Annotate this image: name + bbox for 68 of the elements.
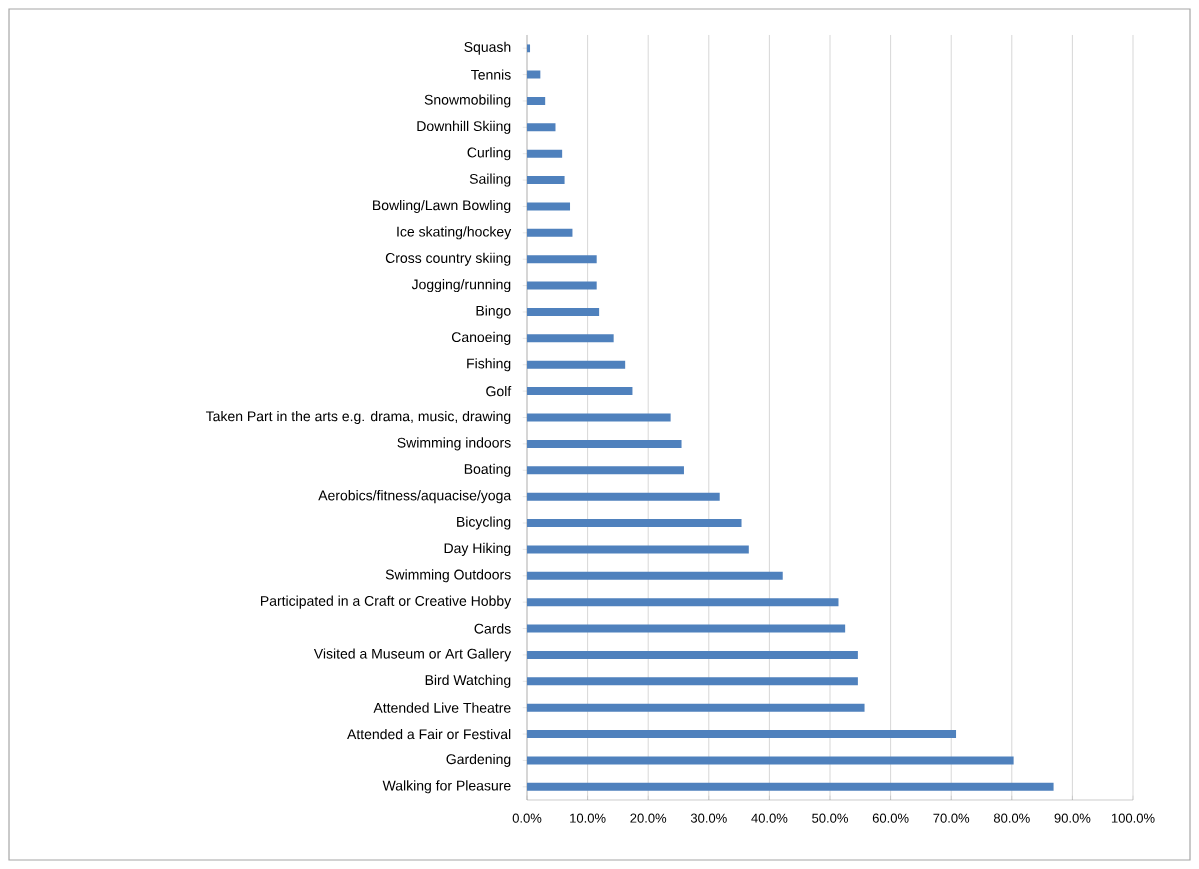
bar [527,782,1054,791]
x-tick-label: 30.0% [690,813,727,823]
bar [527,334,614,343]
y-tick-label: Canoeing [451,331,511,345]
bar [527,149,563,158]
y-tick-label: Gardening [446,753,511,767]
y-tick-label: Participated in a Craft or Creative Hobby [261,595,512,609]
bar [527,545,749,554]
bar [527,387,633,396]
x-tick-label: 40.0% [751,813,788,823]
y-tick-label: Attended Live Theatre [373,702,511,713]
bar [527,255,597,264]
bar [527,439,682,448]
bar [527,413,671,422]
y-tick-label: Snowmobiling [424,94,511,108]
y-tick-label: Taken Part in the arts e.g. drama, music, drawing [205,410,511,425]
y-tick-label: Sailing [469,173,511,187]
y-tick-label: Fishing [467,358,511,372]
y-tick-label: Cross country skiing [385,252,511,266]
bar [527,519,742,528]
x-tick-label: 10.0% [570,813,606,823]
x-tick-label: 70.0% [933,813,970,823]
y-tick-label: Day Hiking [444,542,511,556]
y-tick-label: Swimming indoors [397,437,511,451]
x-tick-label: 0.0% [512,813,542,823]
bar [527,360,626,369]
bar [527,730,957,739]
y-tick-label: Squash [464,41,511,55]
y-tick-label: Bird Watching [425,674,511,688]
bar [527,624,846,633]
x-tick-label: 100.0% [1111,813,1155,823]
bar [527,650,858,659]
bar [527,466,684,475]
y-tick-label: Swimming Outdoors [385,569,511,583]
y-tick-label: Ice skating/hockey [397,226,512,240]
bar [527,571,783,580]
bar [527,70,541,79]
y-tick-label: Jogging/running [411,279,511,293]
bar [527,307,600,316]
bar [527,703,865,712]
y-tick-label: Visited a Museum or Art Gallery [313,648,512,662]
y-tick-label: Golf [486,385,512,397]
x-tick-label: 20.0% [630,813,667,823]
y-tick-label: Cards [474,623,511,634]
y-tick-label: Bingo [476,305,511,319]
bar [527,202,571,211]
bar [527,677,858,686]
x-tick-label: 80.0% [993,813,1030,823]
bar [527,176,565,185]
x-tick-label: 50.0% [812,813,848,823]
bar [527,281,597,290]
bar [527,123,556,132]
bar [527,96,546,105]
y-tick-label: Tennis [471,69,511,80]
y-tick-label: Curling [467,147,511,161]
y-tick-label: Bowling/Lawn Bowling [373,199,511,213]
y-tick-label: Bicycling [457,516,511,530]
bar [527,492,720,501]
x-tick-label: 90.0% [1054,813,1091,823]
bar [527,756,1014,765]
bar [527,598,839,607]
y-tick-label: Walking for Pleasure [382,780,511,794]
x-tick-label: 60.0% [872,813,909,823]
bar [527,228,573,237]
y-tick-label: Downhill Skiing [417,120,511,134]
y-tick-label: Boating [464,463,511,477]
y-tick-label: Attended a Fair or Festival [347,728,511,740]
y-tick-label: Aerobics/fitness/aquacise/yoga [318,490,512,504]
